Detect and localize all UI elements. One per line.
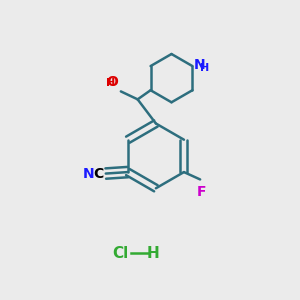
Text: C: C — [93, 167, 103, 181]
Text: H: H — [106, 78, 115, 88]
Text: F: F — [197, 185, 206, 199]
Text: H: H — [200, 63, 210, 74]
Text: N: N — [82, 167, 94, 181]
Text: Cl: Cl — [112, 246, 129, 261]
Text: H: H — [147, 246, 159, 261]
Text: O: O — [106, 75, 118, 89]
Text: N: N — [194, 58, 206, 73]
